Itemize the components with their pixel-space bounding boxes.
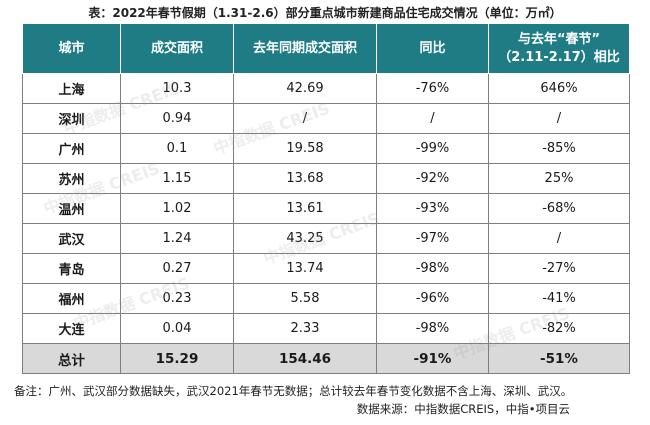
cell-city: 广州 [22,133,121,164]
header-vs-spring-festival: 与去年“春节” （2.11-2.17）相比 [488,23,630,74]
cell-area: 1.24 [120,223,234,254]
cell-yoy: -92% [376,163,489,194]
cell-last-year-area: 13.74 [233,253,377,284]
table-row: 大连 0.04 2.33 -98% -82% [22,313,630,344]
cell-area: 10.3 [120,73,234,104]
header-row: 城市 成交面积 去年同期成交面积 同比 与去年“春节” （2.11-2.17）相… [22,23,630,74]
cell-yoy: -98% [376,253,489,284]
cell-yoy: -96% [376,283,489,314]
header-vs-spring-festival-line1: 与去年“春节” [517,31,601,47]
cell-vs-spring-festival: / [488,103,630,134]
cell-area: 0.27 [120,253,234,284]
cell-vs-spring-festival: 25% [488,163,630,194]
cell-yoy: -98% [376,313,489,344]
cell-vs-spring-festival: -68% [488,193,630,224]
table-row: 温州 1.02 13.61 -93% -68% [22,193,630,224]
table-row: 武汉 1.24 43.25 -97% / [22,223,630,254]
cell-city: 武汉 [22,223,121,254]
header-yoy: 同比 [376,23,489,74]
table-row: 广州 0.1 19.58 -99% -85% [22,133,630,164]
cell-city: 苏州 [22,163,121,194]
cell-last-year-area: 13.68 [233,163,377,194]
cell-yoy: -76% [376,73,489,104]
table-row: 福州 0.23 5.58 -96% -41% [22,283,630,314]
cell-last-year-area: 13.61 [233,193,377,224]
cell-yoy: -93% [376,193,489,224]
cell-city: 深圳 [22,103,121,134]
cell-last-year-area: / [233,103,377,134]
cell-area: 0.23 [120,283,234,314]
cell-vs-spring-festival: / [488,223,630,254]
cell-city: 上海 [22,73,121,104]
table-body: 上海 10.3 42.69 -76% 646% 深圳 0.94// / 广州 0.1 19.58 -9… [22,73,630,374]
cell-area: 1.02 [120,193,234,224]
cell-vs-spring-festival: -27% [488,253,630,284]
cell-vs-spring-festival: -85% [488,133,630,164]
total-cell-vs-spring-festival: -51% [488,343,630,374]
cell-area: 0.94 [120,103,234,134]
cell-vs-spring-festival: 646% [488,73,630,104]
table-row: 青岛 0.27 13.74 -98% -27% [22,253,630,284]
cell-last-year-area: 2.33 [233,313,377,344]
cell-area: 0.04 [120,313,234,344]
cell-vs-spring-festival: -82% [488,313,630,344]
table-row: 深圳 0.94// / [22,103,630,134]
table-row: 上海 10.3 42.69 -76% 646% [22,73,630,104]
cell-area: 1.15 [120,163,234,194]
data-source: 数据来源：中指数据CREIS，中指•项目云 [356,402,570,416]
cell-last-year-area: 19.58 [233,133,377,164]
total-cell-last-year-area: 154.46 [233,343,377,374]
cell-last-year-area: 43.25 [233,223,377,254]
cell-city: 福州 [22,283,121,314]
header-city: 城市 [22,23,121,74]
cell-city: 温州 [22,193,121,224]
footnote: 备注：广州、武汉部分数据缺失，武汉2021年春节无数据；总计较去年春节变化数据不… [14,384,573,398]
cell-area: 0.1 [120,133,234,164]
header-area: 成交面积 [120,23,234,74]
cell-vs-spring-festival: -41% [488,283,630,314]
header-vs-spring-festival-line2: （2.11-2.17）相比 [498,49,620,65]
cell-city: 青岛 [22,253,121,284]
table-title: 表：2022年春节假期（1.31-2.6）部分重点城市新建商品住宅成交情况（单位… [88,6,562,20]
cell-yoy: -97% [376,223,489,254]
cell-yoy: -99% [376,133,489,164]
total-row: 总计 15.29 154.46 -91% -51% [22,343,630,374]
cell-yoy: / [376,103,489,134]
cell-city: 大连 [22,313,121,344]
total-cell-yoy: -91% [376,343,489,374]
table-row: 苏州 1.15 13.68 -92% 25% [22,163,630,194]
cell-last-year-area: 5.58 [233,283,377,314]
cell-last-year-area: 42.69 [233,73,377,104]
data-table: 城市 成交面积 去年同期成交面积 同比 与去年“春节” （2.11-2.17）相… [22,23,630,374]
total-cell-area: 15.29 [120,343,234,374]
total-cell-city: 总计 [22,343,121,374]
header-last-year-area: 去年同期成交面积 [233,23,377,74]
